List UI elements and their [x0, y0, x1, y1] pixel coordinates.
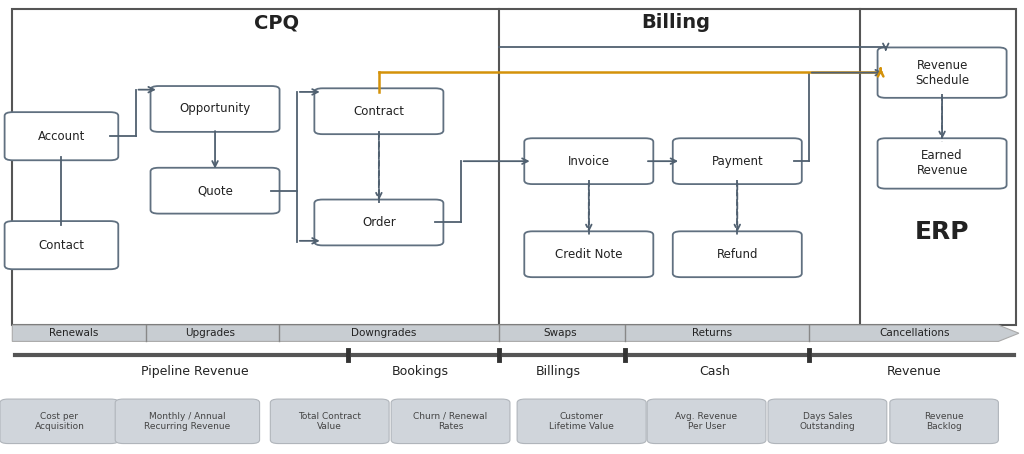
Text: Payment: Payment — [712, 155, 763, 168]
FancyBboxPatch shape — [517, 399, 646, 444]
Text: Account: Account — [38, 130, 85, 143]
FancyBboxPatch shape — [673, 138, 802, 184]
FancyBboxPatch shape — [391, 399, 510, 444]
FancyBboxPatch shape — [878, 48, 1007, 98]
Text: Pipeline Revenue: Pipeline Revenue — [140, 365, 249, 378]
FancyBboxPatch shape — [151, 168, 280, 213]
Polygon shape — [12, 325, 1019, 341]
FancyBboxPatch shape — [0, 399, 119, 444]
Text: Order: Order — [362, 216, 395, 229]
FancyBboxPatch shape — [151, 86, 280, 132]
Text: Cancellations: Cancellations — [880, 328, 949, 338]
Text: Refund: Refund — [717, 248, 758, 261]
Text: Avg. Revenue
Per User: Avg. Revenue Per User — [676, 412, 737, 431]
Text: Swaps: Swaps — [544, 328, 577, 338]
FancyBboxPatch shape — [4, 112, 118, 160]
Text: Cash: Cash — [699, 365, 730, 378]
Text: ERP: ERP — [914, 220, 970, 243]
FancyBboxPatch shape — [524, 138, 653, 184]
FancyBboxPatch shape — [314, 199, 443, 245]
FancyBboxPatch shape — [115, 399, 260, 444]
Text: Credit Note: Credit Note — [555, 248, 623, 261]
Text: Churn / Renewal
Rates: Churn / Renewal Rates — [414, 412, 487, 431]
FancyBboxPatch shape — [878, 138, 1007, 189]
FancyBboxPatch shape — [314, 88, 443, 134]
Text: Revenue
Backlog: Revenue Backlog — [925, 412, 964, 431]
Text: Customer
Lifetime Value: Customer Lifetime Value — [549, 412, 614, 431]
Text: Revenue: Revenue — [887, 365, 942, 378]
Text: Opportunity: Opportunity — [179, 103, 251, 115]
Text: Contact: Contact — [39, 239, 84, 252]
Text: Billing: Billing — [641, 13, 711, 32]
Text: Days Sales
Outstanding: Days Sales Outstanding — [800, 412, 855, 431]
Text: Invoice: Invoice — [567, 155, 610, 168]
FancyBboxPatch shape — [524, 231, 653, 277]
Text: Monthly / Annual
Recurring Revenue: Monthly / Annual Recurring Revenue — [144, 412, 230, 431]
Text: Cost per
Acquisition: Cost per Acquisition — [35, 412, 84, 431]
Text: Bookings: Bookings — [391, 365, 449, 378]
Text: CPQ: CPQ — [254, 13, 299, 32]
FancyBboxPatch shape — [890, 399, 998, 444]
FancyBboxPatch shape — [647, 399, 766, 444]
Text: Earned
Revenue: Earned Revenue — [916, 149, 968, 178]
FancyBboxPatch shape — [673, 231, 802, 277]
Text: Returns: Returns — [691, 328, 732, 338]
FancyBboxPatch shape — [768, 399, 887, 444]
Text: Upgrades: Upgrades — [185, 328, 234, 338]
Bar — [12, 9, 1016, 325]
Text: Contract: Contract — [353, 105, 404, 118]
FancyBboxPatch shape — [270, 399, 389, 444]
Text: Downgrades: Downgrades — [351, 328, 417, 338]
Text: Renewals: Renewals — [49, 328, 98, 338]
Text: Billings: Billings — [536, 365, 581, 378]
FancyBboxPatch shape — [4, 221, 118, 269]
Text: Quote: Quote — [197, 184, 233, 197]
Text: Revenue
Schedule: Revenue Schedule — [915, 59, 969, 87]
Text: Total Contract
Value: Total Contract Value — [298, 412, 361, 431]
